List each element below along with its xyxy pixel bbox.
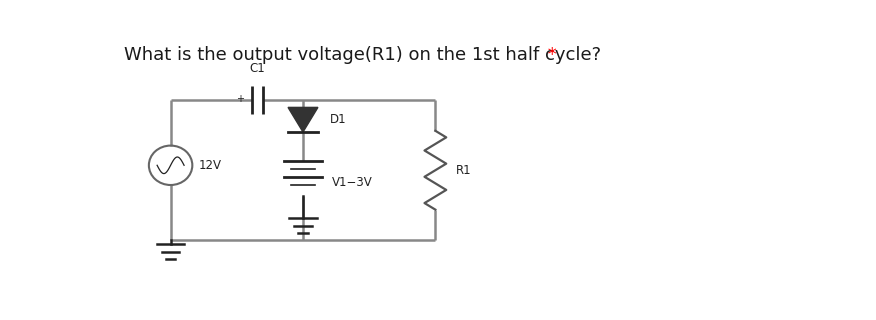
Text: +: + bbox=[236, 94, 244, 104]
Polygon shape bbox=[288, 108, 318, 132]
Text: What is the output voltage(R1) on the 1st half cycle?: What is the output voltage(R1) on the 1s… bbox=[124, 46, 602, 64]
Text: *: * bbox=[542, 46, 557, 64]
Text: C1: C1 bbox=[250, 62, 265, 75]
Text: V1−3V: V1−3V bbox=[332, 176, 373, 189]
Text: D1: D1 bbox=[330, 113, 347, 126]
Text: R1: R1 bbox=[456, 164, 471, 177]
Text: 12V: 12V bbox=[199, 159, 223, 172]
